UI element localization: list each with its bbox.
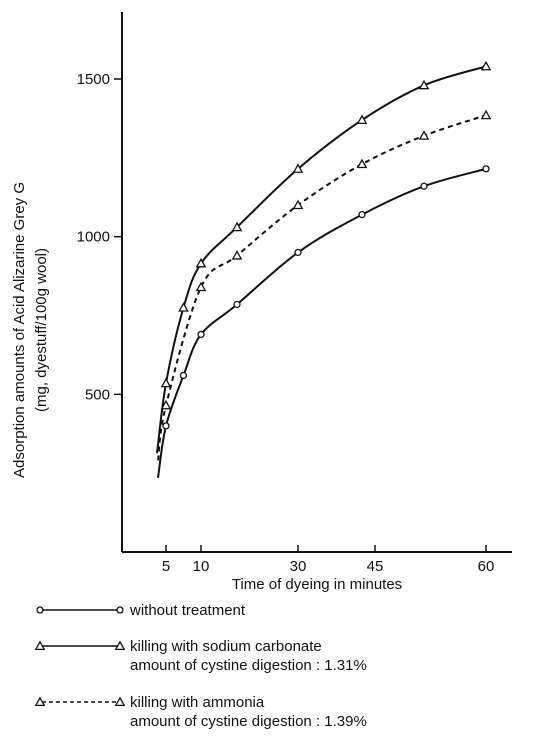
legend-item-ammonia: killing with ammonia amount of cystine d… [34, 694, 367, 730]
y-tick-label-500: 500 [85, 386, 110, 403]
y-tick-label-1000: 1000 [77, 229, 110, 246]
series-2-point-1 [195, 281, 207, 292]
series-0-point-2 [197, 330, 205, 339]
series-2-point-3 [292, 199, 304, 210]
x-ticks: 5 10 30 45 60 [162, 545, 495, 575]
series-2-point-0 [160, 399, 172, 410]
series-1-point-4 [292, 163, 304, 173]
legend-sample-2 [34, 696, 126, 707]
x-tick-label-45: 45 [367, 558, 384, 575]
x-tick-label-10: 10 [193, 558, 210, 575]
legend-label-2-detail: amount of cystine digestion : 1.39% [130, 713, 367, 730]
legend-item-sodium-carbonate: killing with sodium carbonate amount of … [34, 638, 367, 674]
x-tick-label-60: 60 [478, 558, 495, 575]
x-tick-label-30: 30 [290, 558, 307, 575]
y-axis-title: Adsorption amounts of Acid Alizarine Gre… [11, 182, 28, 478]
x-axis-title: Time of dyeing in minutes [232, 576, 402, 593]
legend-label-0: without treatment [129, 602, 246, 619]
legend-marker-start-0 [36, 606, 44, 614]
series-2-point-5 [418, 130, 430, 140]
legend-label-1-detail: amount of cystine digestion : 1.31% [130, 657, 367, 674]
series-1-point-1 [178, 302, 189, 312]
x-tick-label-5: 5 [162, 558, 170, 575]
series-0-point-7 [482, 165, 490, 173]
series-0-point-1 [179, 371, 188, 380]
legend-marker-start-1 [34, 640, 46, 651]
series-0-point-4 [294, 248, 302, 257]
series-layer [156, 60, 492, 479]
y-tick-label-1500: 1500 [77, 71, 110, 88]
series-1-point-6 [418, 79, 430, 90]
legend-item-without-treatment: without treatment [36, 602, 246, 619]
series-2-point-6 [480, 109, 492, 120]
series-line-1 [156, 65, 487, 454]
series-2-point-4 [356, 158, 368, 169]
legend-label-1: killing with sodium carbonate [130, 638, 322, 655]
axes [121, 12, 512, 553]
series-line-0 [157, 167, 487, 479]
series-0-point-3 [233, 300, 241, 309]
y-ticks: 500 1000 1500 [77, 71, 122, 403]
series-0-point-0 [162, 422, 170, 430]
series-line-2 [157, 114, 487, 461]
series-0-point-6 [420, 182, 428, 190]
legend-label-2: killing with ammonia [130, 694, 265, 711]
legend-marker-end-2 [114, 696, 126, 707]
series-2-point-2 [231, 250, 243, 260]
legend: without treatment killing with sodium ca… [34, 602, 367, 730]
y-axis-title-units: (mg, dyestuff/100g wool) [33, 248, 50, 412]
series-1-point-0 [160, 377, 172, 388]
legend-marker-start-2 [34, 696, 46, 707]
legend-marker-end-1 [114, 640, 126, 651]
legend-marker-end-0 [116, 606, 124, 614]
series-0-point-5 [358, 210, 366, 219]
series-1-point-7 [480, 60, 492, 71]
legend-sample-1 [34, 640, 126, 651]
series-1-point-3 [231, 221, 243, 232]
series-1-point-2 [195, 257, 207, 268]
legend-sample-0 [36, 606, 124, 614]
series-1-point-5 [356, 114, 368, 125]
